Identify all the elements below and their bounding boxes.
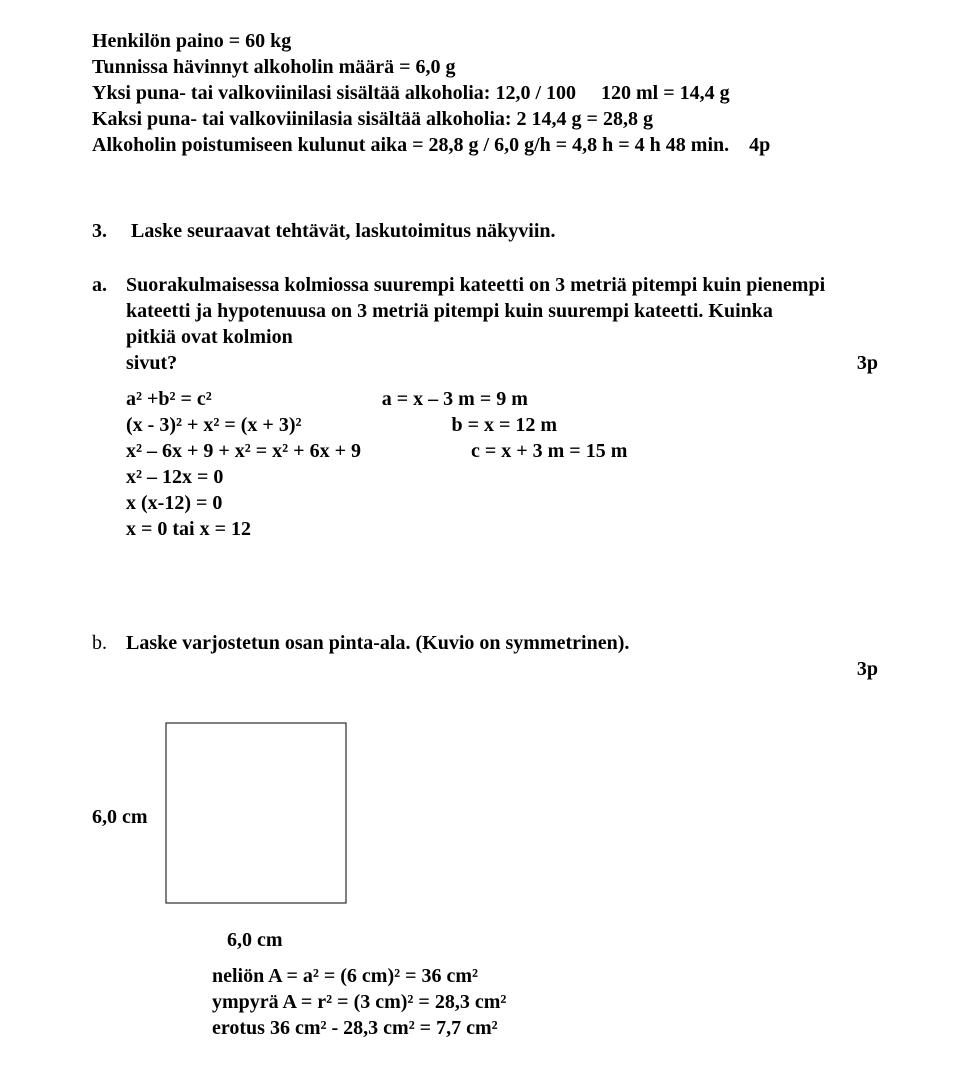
- figure-bottom-label: 6,0 cm: [227, 927, 900, 953]
- q3-header: 3. Laske seuraavat tehtävät, laskutoimit…: [92, 218, 900, 244]
- q3a: a.Suorakulmaisessa kolmiossa suurempi ka…: [92, 272, 900, 376]
- intro-line-1: Henkilön paino = 60 kg: [92, 28, 900, 54]
- intro-line-3b: 120 ml = 14,4 g: [601, 82, 730, 104]
- eq-3: x² – 6x + 9 + x² = x² + 6x + 9 c = x + 3…: [126, 438, 900, 464]
- q3a-label: a.: [92, 272, 126, 298]
- astroid-figure: [163, 720, 349, 913]
- intro-line-2: Tunnissa hävinnyt alkoholin määrä = 6,0 …: [92, 54, 900, 80]
- intro-line-3a: Yksi puna- tai valkoviinilasi sisältää a…: [92, 82, 581, 104]
- figure-side-label: 6,0 cm: [92, 804, 148, 830]
- q3-title: Laske seuraavat tehtävät, laskutoimitus …: [131, 220, 556, 242]
- intro-block: Henkilön paino = 60 kg Tunnissa hävinnyt…: [92, 28, 900, 158]
- answer-line-2: ympyrä A = r² = (3 cm)² = 28,3 cm²: [212, 989, 900, 1015]
- eq-4: x² – 12x = 0: [126, 464, 900, 490]
- answer-line-3: erotus 36 cm² - 28,3 cm² = 7,7 cm²: [212, 1015, 900, 1041]
- eq-1: a² +b² = c² a = x – 3 m = 9 m: [126, 386, 900, 412]
- q3a-equations: a² +b² = c² a = x – 3 m = 9 m (x - 3)² +…: [126, 386, 900, 542]
- answers-block: neliön A = a² = (6 cm)² = 36 cm² ympyrä …: [212, 963, 900, 1041]
- intro-line-5b: 4p: [749, 134, 770, 156]
- q3a-text1: Suorakulmaisessa kolmiossa suurempi kate…: [126, 272, 826, 350]
- q3b: b.Laske varjostetun osan pinta-ala. (Kuv…: [92, 630, 900, 656]
- eq-5: x (x-12) = 0: [126, 490, 900, 516]
- q3a-text2: sivut?: [126, 350, 177, 376]
- answer-line-1: neliön A = a² = (6 cm)² = 36 cm²: [212, 963, 900, 989]
- q3-number: 3.: [92, 218, 126, 244]
- eq-6: x = 0 tai x = 12: [126, 516, 900, 542]
- intro-line-4: Kaksi puna- tai valkoviinilasia sisältää…: [92, 106, 900, 132]
- intro-line-5a: Alkoholin poistumiseen kulunut aika = 28…: [92, 134, 729, 156]
- intro-line-5: Alkoholin poistumiseen kulunut aika = 28…: [92, 132, 900, 158]
- figure-container: 6,0 cm: [92, 720, 900, 913]
- q3b-points: 3p: [857, 656, 878, 682]
- intro-line-3: Yksi puna- tai valkoviinilasi sisältää a…: [92, 80, 900, 106]
- q3a-points: 3p: [857, 350, 878, 376]
- eq-2: (x - 3)² + x² = (x + 3)² b = x = 12 m: [126, 412, 900, 438]
- q3b-label: b.: [92, 630, 126, 656]
- q3b-text: Laske varjostetun osan pinta-ala. (Kuvio…: [126, 632, 629, 654]
